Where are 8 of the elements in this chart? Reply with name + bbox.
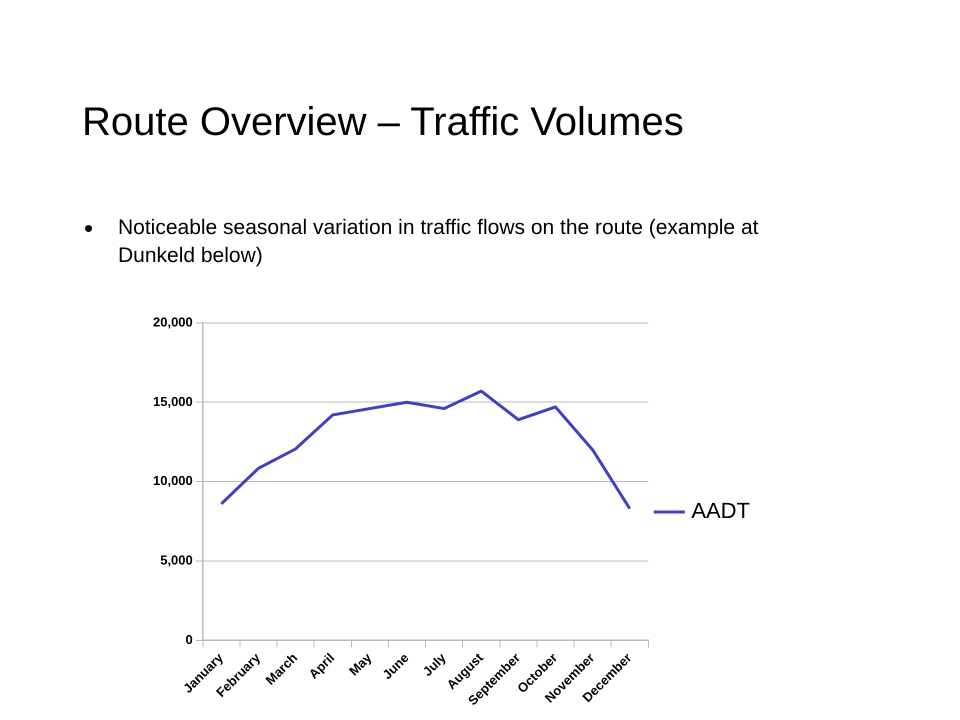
y-tick-label: 20,000 [152, 314, 193, 330]
chart-title: Route Overview – Traffic Volumes [82, 100, 684, 145]
legend-label: AADT [691, 498, 750, 524]
text: Noticeable seasonal variation in traffic flows on the route (example at Dunkeld below) [117, 215, 760, 269]
y-tick-label: 15,000 [152, 394, 193, 409]
y-tick-label: 0 [186, 632, 193, 648]
y-tick-label: 10,000 [152, 473, 193, 488]
y-tick-label: 5,000 [160, 552, 193, 568]
